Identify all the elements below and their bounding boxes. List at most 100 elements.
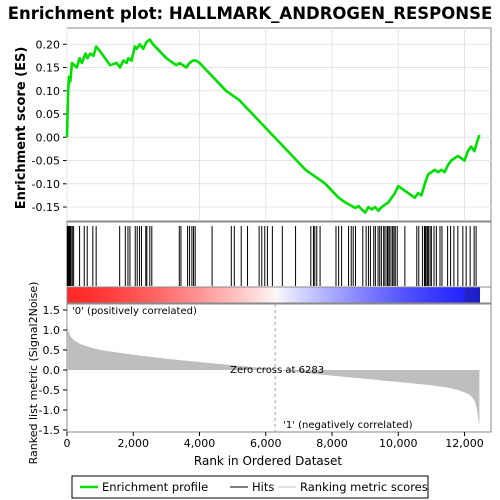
heat-segment xyxy=(220,287,224,303)
heat-segment xyxy=(332,287,336,303)
heat-segment xyxy=(349,287,354,303)
metric-tick-label: -1.0 xyxy=(39,404,60,417)
heat-segment xyxy=(270,287,274,303)
heat-segment xyxy=(120,287,124,303)
heat-segment xyxy=(311,287,316,303)
heat-segment xyxy=(167,287,171,303)
heat-segment xyxy=(296,287,301,303)
positive-label: '0' (positively correlated) xyxy=(72,306,197,317)
heat-segment xyxy=(114,287,118,303)
heat-segment xyxy=(122,287,127,303)
metric-panel: -1.5 -1.0 -0.5 0.0 0.5 1.0 1.5 0 2,000 4,000 6,000… xyxy=(39,303,492,450)
heat-segment xyxy=(117,287,121,303)
heat-segment xyxy=(246,287,251,303)
heat-segment xyxy=(464,287,469,303)
heat-segment xyxy=(279,287,283,303)
legend-box xyxy=(71,475,429,499)
heat-segment xyxy=(287,287,292,303)
heat-segment xyxy=(125,287,130,303)
heat-segment xyxy=(137,287,142,303)
heat-segment xyxy=(276,287,280,303)
heat-segment xyxy=(108,287,112,303)
metric-tick-label: 1.5 xyxy=(43,304,61,317)
heatmap-bar xyxy=(66,286,492,304)
heat-segment xyxy=(476,287,481,303)
heat-segment xyxy=(317,287,321,303)
heat-segment xyxy=(75,287,80,303)
chart-title: Enrichment plot: HALLMARK_ANDROGEN_RESPO… xyxy=(8,4,493,23)
legend: Enrichment profile Hits Ranking metric sco… xyxy=(71,475,429,499)
heat-segment xyxy=(208,287,212,303)
es-tick-label: 0.20 xyxy=(36,38,61,51)
heat-segment xyxy=(314,287,318,303)
x-tick-label: 8,000 xyxy=(316,437,348,450)
heat-segment xyxy=(473,287,478,303)
heat-segment xyxy=(90,287,95,303)
metric-tick-label: -1.5 xyxy=(39,424,60,437)
heat-segment xyxy=(102,287,106,303)
heat-segment xyxy=(187,287,192,303)
heat-segment xyxy=(164,287,168,303)
heat-segment xyxy=(343,287,348,303)
heat-segment xyxy=(282,287,286,303)
heat-segment xyxy=(234,287,239,303)
heat-segment xyxy=(87,287,92,303)
heat-segment xyxy=(370,287,374,303)
negative-label: '1' (negatively correlated) xyxy=(283,420,412,431)
heat-segment xyxy=(338,287,342,303)
metric-axis-label: Ranked list metric (Signal2Noise) xyxy=(27,282,40,465)
x-tick-label: 6,000 xyxy=(250,437,282,450)
heat-segment xyxy=(140,287,145,303)
heat-segment xyxy=(258,287,263,303)
heat-segment xyxy=(449,287,454,303)
heat-segment xyxy=(447,287,451,303)
heat-segment xyxy=(158,287,162,303)
heat-segment xyxy=(181,287,186,303)
heat-segment xyxy=(214,287,218,303)
heat-segment xyxy=(217,287,221,303)
heat-segment xyxy=(438,287,442,303)
heat-segment xyxy=(202,287,207,303)
heat-segment xyxy=(361,287,366,303)
heat-segment xyxy=(223,287,227,303)
heat-segment xyxy=(444,287,448,303)
heat-segment xyxy=(184,287,189,303)
heat-segment xyxy=(426,287,430,303)
heat-segment xyxy=(391,287,395,303)
heat-segment xyxy=(81,287,86,303)
heat-segment xyxy=(143,287,148,303)
x-tick-label: 12,000 xyxy=(445,437,484,450)
heat-frame xyxy=(66,286,492,304)
legend-label: Enrichment profile xyxy=(102,480,208,494)
x-tick-label: 4,000 xyxy=(184,437,216,450)
heat-segment xyxy=(420,287,425,303)
heat-segment xyxy=(441,287,445,303)
heat-segment xyxy=(470,287,475,303)
heat-segment xyxy=(105,287,109,303)
heat-segment xyxy=(243,287,248,303)
heat-segment xyxy=(423,287,427,303)
heat-segment xyxy=(405,287,410,303)
heat-segment xyxy=(78,287,83,303)
heat-segment xyxy=(264,287,268,303)
heat-segment xyxy=(226,287,230,303)
heat-segment xyxy=(211,287,215,303)
heat-segment xyxy=(335,287,339,303)
heat-segment xyxy=(414,287,419,303)
heat-segment xyxy=(72,287,77,303)
heat-segment xyxy=(364,287,369,303)
heat-segment xyxy=(340,287,345,303)
heat-segment xyxy=(429,287,433,303)
heat-segment xyxy=(411,287,416,303)
heat-segment xyxy=(320,287,324,303)
heat-segment xyxy=(393,287,398,303)
heat-segment xyxy=(346,287,351,303)
metric-area xyxy=(67,308,480,427)
heat-segment xyxy=(170,287,174,303)
heat-segment xyxy=(240,287,245,303)
heat-segment xyxy=(399,287,404,303)
heat-segment xyxy=(435,287,439,303)
legend-label: Hits xyxy=(252,480,274,494)
heat-segment xyxy=(326,287,330,303)
heat-segment xyxy=(161,287,165,303)
